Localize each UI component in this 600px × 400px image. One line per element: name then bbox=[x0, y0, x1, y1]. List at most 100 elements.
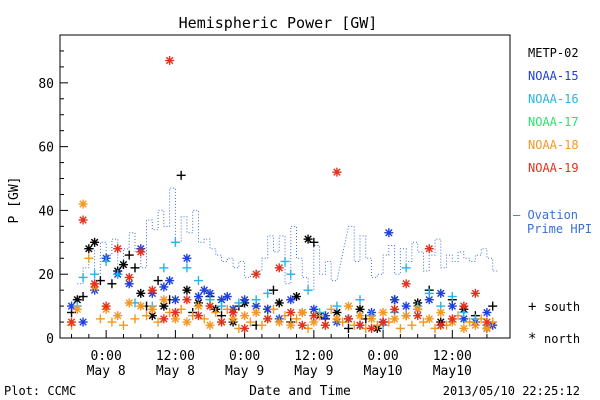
south-point bbox=[182, 263, 192, 273]
north-point bbox=[309, 304, 319, 314]
south-point bbox=[268, 285, 278, 295]
north-point bbox=[459, 323, 469, 333]
x-tick-label-time: 12:00 bbox=[294, 349, 333, 364]
north-point bbox=[240, 311, 250, 321]
north-point bbox=[436, 288, 446, 298]
x-tick-label-date: May10 bbox=[364, 364, 403, 379]
north-point bbox=[436, 320, 446, 330]
x-tick-label-time: 0:00 bbox=[367, 349, 398, 364]
north-point bbox=[159, 314, 169, 324]
south-point bbox=[170, 237, 180, 247]
south-point bbox=[101, 256, 111, 266]
north-point bbox=[101, 301, 111, 311]
y-tick-label: 60 bbox=[38, 141, 54, 156]
south-point bbox=[130, 263, 140, 273]
north-point bbox=[470, 320, 480, 330]
south-point bbox=[217, 301, 227, 311]
north-point bbox=[165, 276, 175, 286]
north-point bbox=[182, 317, 192, 327]
north-point bbox=[482, 323, 492, 333]
north-point bbox=[332, 314, 342, 324]
north-point bbox=[205, 301, 215, 311]
north-point bbox=[482, 317, 492, 327]
north-point bbox=[297, 307, 307, 317]
north-point bbox=[78, 317, 88, 327]
south-point bbox=[303, 285, 313, 295]
north-point bbox=[424, 314, 434, 324]
south-point bbox=[286, 269, 296, 279]
north-point bbox=[470, 288, 480, 298]
north-point bbox=[286, 320, 296, 330]
north-point bbox=[182, 285, 192, 295]
north-point bbox=[136, 301, 146, 311]
marker-south-symbol: + bbox=[528, 299, 536, 315]
ovation-legend-label-1: — Ovation bbox=[513, 208, 578, 222]
y-tick-label: 80 bbox=[38, 77, 54, 92]
legend-entry: NOAA-16 bbox=[528, 92, 579, 106]
north-point bbox=[390, 295, 400, 305]
north-point bbox=[367, 314, 377, 324]
north-point bbox=[447, 301, 457, 311]
north-point bbox=[118, 260, 128, 270]
north-point bbox=[390, 314, 400, 324]
north-point bbox=[193, 292, 203, 302]
plot-credit: Plot: CCMC bbox=[4, 384, 76, 398]
north-point bbox=[217, 317, 227, 327]
north-point bbox=[332, 167, 342, 177]
timestamp: 2013/05/10 22:25:12 bbox=[443, 384, 580, 398]
north-point bbox=[482, 307, 492, 317]
north-point bbox=[378, 307, 388, 317]
south-point bbox=[292, 314, 302, 324]
south-point bbox=[211, 307, 221, 317]
north-point bbox=[436, 307, 446, 317]
north-point bbox=[193, 301, 203, 311]
north-point bbox=[447, 314, 457, 324]
ovation-legend-label-2: Prime HPI bbox=[527, 222, 592, 236]
north-point bbox=[228, 307, 238, 317]
north-point bbox=[355, 320, 365, 330]
x-axis-label: Date and Time bbox=[249, 384, 351, 399]
north-point bbox=[170, 307, 180, 317]
north-point bbox=[136, 247, 146, 257]
south-point bbox=[251, 295, 261, 305]
south-point bbox=[142, 311, 152, 321]
north-point bbox=[286, 307, 296, 317]
south-point bbox=[257, 320, 267, 330]
south-point bbox=[78, 292, 88, 302]
x-tick-label-date: May 8 bbox=[156, 364, 195, 379]
south-point bbox=[343, 323, 353, 333]
x-tick-label-date: May10 bbox=[433, 364, 472, 379]
north-point bbox=[251, 307, 261, 317]
north-point bbox=[113, 311, 123, 321]
south-point bbox=[130, 314, 140, 324]
south-point bbox=[268, 304, 278, 314]
marker-south-label: south bbox=[544, 300, 580, 314]
south-point bbox=[95, 314, 105, 324]
legend-entry: NOAA-17 bbox=[528, 115, 579, 129]
south-point bbox=[90, 269, 100, 279]
north-point bbox=[297, 320, 307, 330]
north-point bbox=[240, 323, 250, 333]
south-point bbox=[407, 320, 417, 330]
south-point bbox=[107, 279, 117, 289]
north-point bbox=[90, 279, 100, 289]
north-point bbox=[303, 234, 313, 244]
north-point bbox=[205, 320, 215, 330]
north-point bbox=[147, 304, 157, 314]
north-point bbox=[390, 304, 400, 314]
north-point bbox=[274, 298, 284, 308]
south-point bbox=[326, 304, 336, 314]
north-point bbox=[84, 244, 94, 254]
legend-entry: METP-02 bbox=[528, 46, 579, 60]
north-point bbox=[72, 295, 82, 305]
north-point bbox=[309, 311, 319, 321]
x-tick-label-time: 0:00 bbox=[229, 349, 260, 364]
north-point bbox=[170, 295, 180, 305]
north-point bbox=[165, 56, 175, 66]
north-point bbox=[182, 253, 192, 263]
south-point bbox=[78, 272, 88, 282]
y-axis-label: P [GW] bbox=[7, 177, 22, 224]
